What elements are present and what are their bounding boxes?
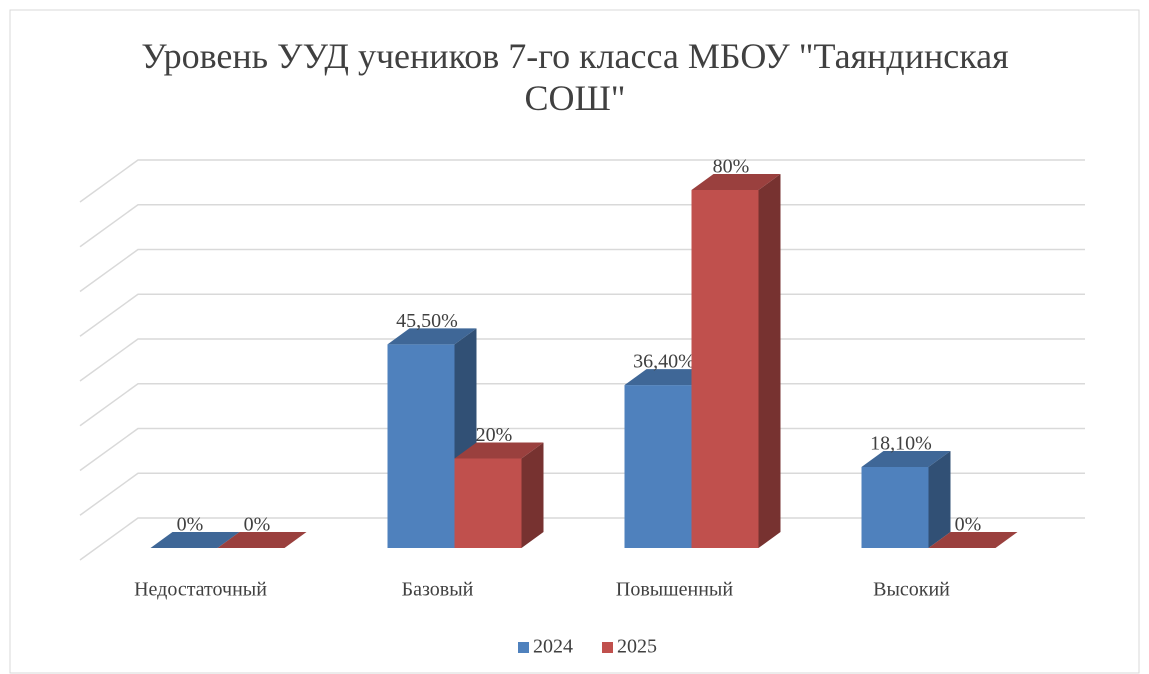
bar-top bbox=[928, 532, 1018, 548]
bar-top bbox=[861, 451, 951, 468]
bar-front bbox=[691, 190, 759, 548]
bar-front bbox=[624, 385, 692, 548]
bar-front bbox=[387, 344, 455, 548]
x-tick-label: Базовый bbox=[402, 579, 474, 601]
data-label: 0% bbox=[244, 514, 271, 536]
legend-swatch bbox=[602, 642, 613, 653]
x-tick-label: Высокий bbox=[873, 579, 950, 601]
data-label: 0% bbox=[177, 514, 204, 536]
legend-label: 2024 bbox=[533, 636, 573, 658]
bar-top bbox=[150, 532, 240, 548]
bar-side bbox=[928, 451, 951, 548]
chart-border bbox=[9, 9, 1140, 674]
data-label: 0% bbox=[955, 514, 982, 536]
bar-top bbox=[454, 442, 544, 459]
data-label: 80% bbox=[713, 156, 750, 178]
bar-side bbox=[758, 174, 781, 548]
data-label: 36,40% bbox=[633, 351, 695, 373]
bar-side bbox=[521, 442, 544, 548]
data-label: 18,10% bbox=[870, 433, 932, 455]
bar-top bbox=[387, 328, 477, 345]
chart-title: Уровень УУД учеников 7-го класса МБОУ "Т… bbox=[141, 36, 1008, 118]
legend-label: 2025 bbox=[617, 636, 657, 658]
legend-swatch bbox=[518, 642, 529, 653]
bar-top bbox=[691, 174, 781, 190]
bar-front bbox=[454, 458, 522, 548]
bar-top bbox=[217, 532, 307, 548]
grid-line bbox=[79, 159, 1085, 203]
bar-top bbox=[624, 369, 714, 386]
bar-front bbox=[861, 467, 929, 548]
x-tick-label: Повышенный bbox=[616, 579, 733, 601]
data-label: 20% bbox=[476, 424, 513, 446]
x-tick-label: Недостаточный bbox=[134, 579, 267, 601]
data-label: 45,50% bbox=[396, 310, 458, 332]
